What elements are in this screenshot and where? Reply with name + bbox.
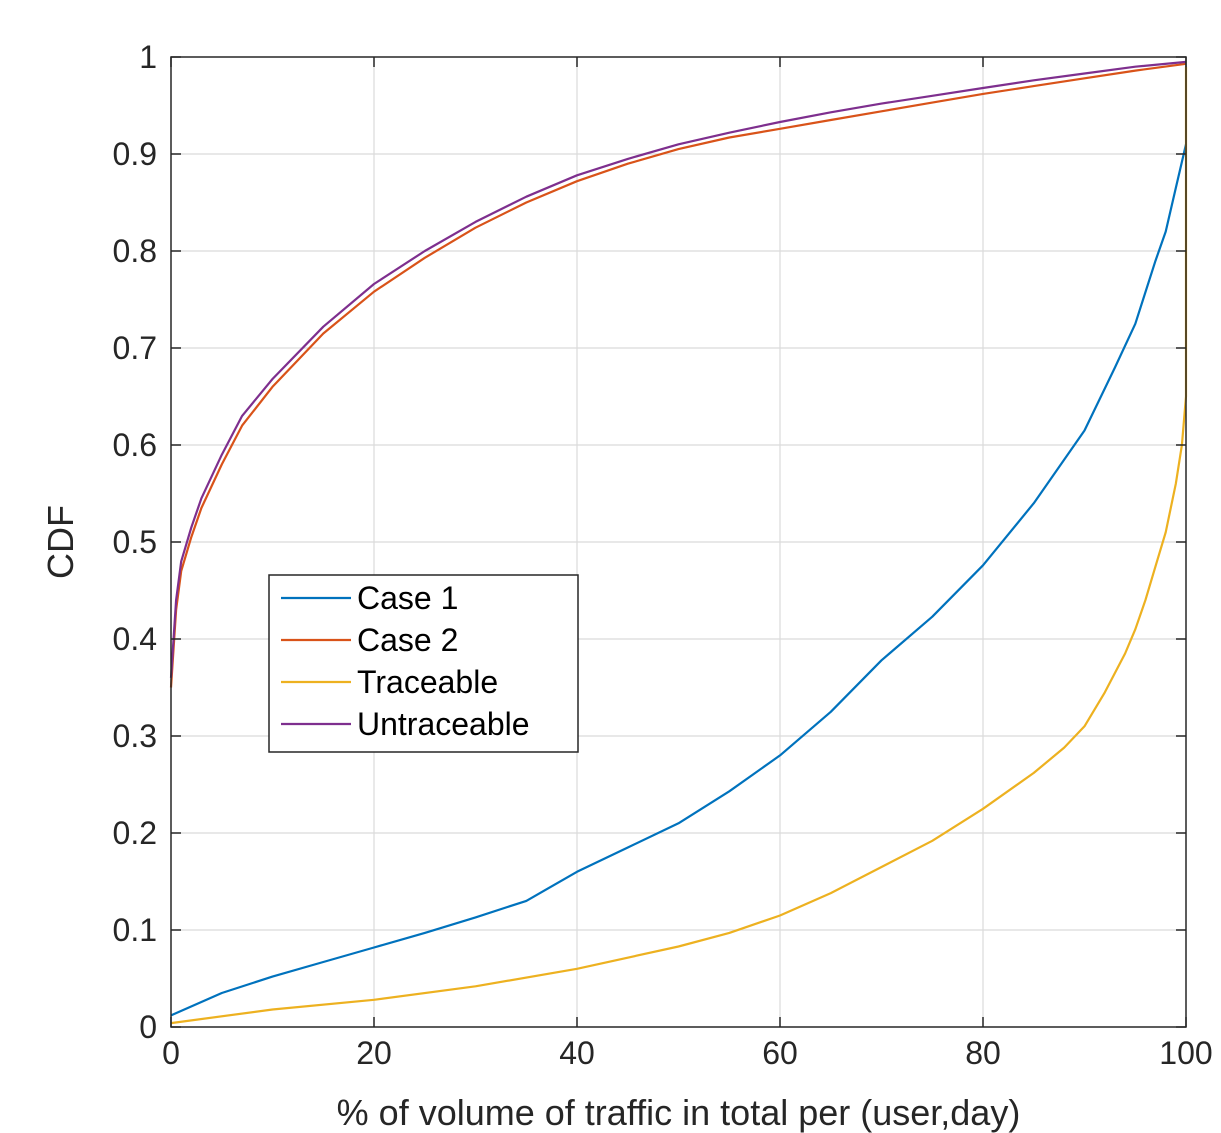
- legend-label: Case 2: [357, 622, 458, 658]
- y-tick-label: 0.9: [113, 136, 157, 172]
- y-tick-label: 0.4: [113, 621, 157, 657]
- y-tick-label: 0: [139, 1009, 157, 1045]
- legend-box: [268, 574, 579, 753]
- x-tick-label: 20: [356, 1035, 392, 1071]
- series-line-case-2: [169, 62, 1187, 688]
- x-axis-label: % of volume of traffic in total per (use…: [337, 1092, 1021, 1133]
- ticks: [170, 56, 1187, 1028]
- series-line-traceable: [170, 66, 1188, 1025]
- legend-items: Case 1 Case 2 Traceable Untraceable: [281, 580, 530, 742]
- y-tick-label: 0.3: [113, 718, 157, 754]
- grid: [171, 57, 1186, 1027]
- legend-label: Untraceable: [357, 706, 530, 742]
- y-tick-label: 0.8: [113, 233, 157, 269]
- tick-labels: 0 20 40 60 80 100 0 0.1 0.2 0.3 0.4 0.5 0.6 0.7 0.8 0.9…: [113, 39, 1213, 1071]
- y-axis-label: CDF: [40, 505, 81, 579]
- legend-label: Case 1: [357, 580, 458, 616]
- series-line-untraceable: [169, 60, 1187, 678]
- legend-label: Traceable: [357, 664, 498, 700]
- y-tick-label: 0.2: [113, 815, 157, 851]
- x-tick-label: 60: [762, 1035, 798, 1071]
- y-tick-label: 0.6: [113, 427, 157, 463]
- legend: Case 1 Case 2 Traceable Untraceable: [268, 574, 579, 753]
- x-tick-label: 100: [1159, 1035, 1212, 1071]
- y-tick-label: 0.1: [113, 912, 157, 948]
- series-lines: [169, 60, 1188, 1025]
- x-tick-label: 0: [162, 1035, 180, 1071]
- y-tick-label: 0.7: [113, 330, 157, 366]
- x-tick-label: 80: [965, 1035, 1001, 1071]
- series-line-case-1: [170, 144, 1188, 1017]
- y-tick-label: 0.5: [113, 524, 157, 560]
- x-tick-label: 40: [559, 1035, 595, 1071]
- y-tick-label: 1: [139, 39, 157, 75]
